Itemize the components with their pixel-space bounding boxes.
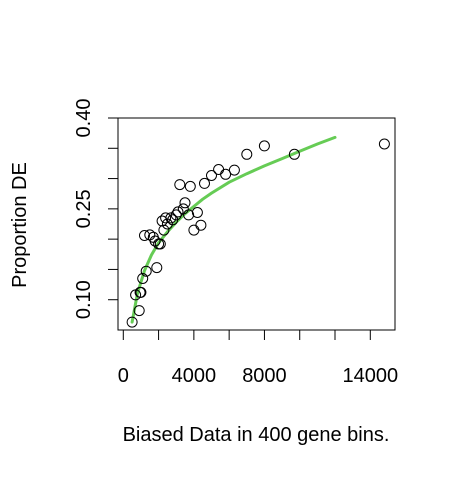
data-point bbox=[151, 262, 163, 274]
data-point bbox=[188, 224, 200, 236]
data-point bbox=[139, 230, 150, 241]
data-point bbox=[135, 286, 147, 298]
data-point bbox=[206, 170, 217, 181]
data-point bbox=[191, 207, 203, 218]
x-tick-label: 8000 bbox=[242, 365, 287, 387]
data-point bbox=[184, 180, 196, 192]
data-point bbox=[170, 209, 182, 221]
data-point bbox=[183, 209, 195, 221]
data-point bbox=[137, 273, 149, 284]
fit-line bbox=[130, 135, 337, 324]
data-point bbox=[241, 148, 253, 160]
axes-layer: 0 4000 8000 14000 0.10 0.25 0.40 bbox=[73, 99, 398, 387]
y-tick-label: 0.25 bbox=[73, 189, 95, 228]
x-tick-label: 4000 bbox=[172, 365, 217, 387]
data-point bbox=[165, 212, 177, 224]
data-point bbox=[140, 265, 152, 277]
plot-frame bbox=[117, 117, 396, 331]
y-tick-label: 0.40 bbox=[73, 99, 95, 138]
data-point bbox=[213, 164, 225, 175]
data-point bbox=[199, 177, 210, 189]
x-tick-label: 14000 bbox=[342, 365, 398, 387]
data-point bbox=[179, 197, 191, 209]
y-axis-label: Proportion DE bbox=[9, 162, 31, 288]
data-point bbox=[174, 179, 186, 191]
data-point bbox=[228, 164, 240, 176]
data-point bbox=[378, 138, 390, 150]
y-tick-label: 0.10 bbox=[73, 280, 95, 319]
data-point bbox=[172, 206, 184, 218]
data-point bbox=[126, 316, 138, 328]
data-point bbox=[288, 148, 300, 160]
data-point bbox=[154, 238, 166, 250]
fit-line-layer bbox=[130, 135, 337, 324]
x-tick-label: 0 bbox=[118, 365, 129, 387]
data-point bbox=[149, 235, 161, 247]
points-layer bbox=[126, 138, 390, 328]
data-point bbox=[160, 212, 172, 224]
data-point bbox=[133, 305, 145, 317]
x-axis-label: Biased Data in 400 gene bins. bbox=[123, 424, 390, 446]
data-point bbox=[220, 168, 232, 180]
data-point bbox=[258, 140, 270, 152]
data-point bbox=[158, 224, 170, 236]
data-point bbox=[195, 219, 207, 231]
